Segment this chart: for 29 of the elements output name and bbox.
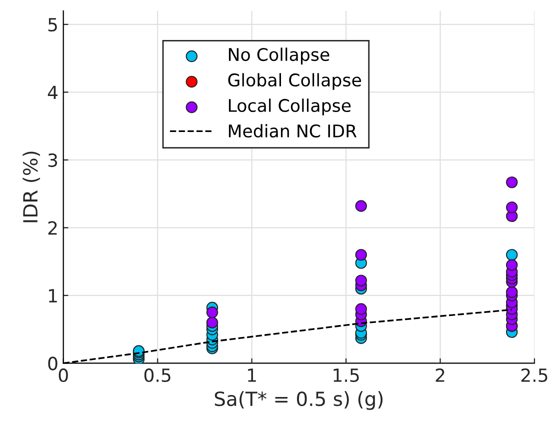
x-tick-label: 1 bbox=[248, 368, 256, 382]
point bbox=[206, 316, 218, 328]
point bbox=[355, 248, 367, 261]
legend-label: Local Collapse bbox=[228, 98, 351, 116]
x-tick-label: 2.5 bbox=[521, 368, 548, 382]
point bbox=[355, 274, 367, 286]
y-tick-label: 4 bbox=[48, 86, 58, 100]
point bbox=[506, 176, 518, 188]
legend-label: Global Collapse bbox=[228, 73, 361, 90]
y-axis-title: IDR (%) bbox=[22, 152, 40, 222]
y-tick-label: 5 bbox=[48, 18, 57, 32]
point bbox=[506, 286, 518, 298]
y-tick-label: 0 bbox=[48, 356, 58, 370]
point bbox=[206, 306, 218, 318]
y-tick-label: 3 bbox=[48, 153, 58, 168]
x-tick-label: 1.5 bbox=[334, 368, 359, 382]
point bbox=[355, 200, 367, 212]
x-tick-label: 0.5 bbox=[144, 368, 170, 382]
point bbox=[506, 202, 518, 214]
legend-label: Median NC IDR bbox=[228, 124, 357, 138]
x-tick-label: 2 bbox=[436, 368, 444, 382]
y-tick-label: 2 bbox=[48, 221, 57, 235]
point bbox=[506, 248, 518, 261]
point bbox=[355, 303, 367, 315]
y-tick-label: 1 bbox=[49, 289, 57, 302]
x-tick-label: 0 bbox=[58, 368, 68, 382]
point bbox=[506, 259, 518, 271]
x-axis-title: Sa(T* = 0.5 s) (g) bbox=[214, 391, 383, 410]
legend-label: No Collapse bbox=[228, 48, 330, 64]
